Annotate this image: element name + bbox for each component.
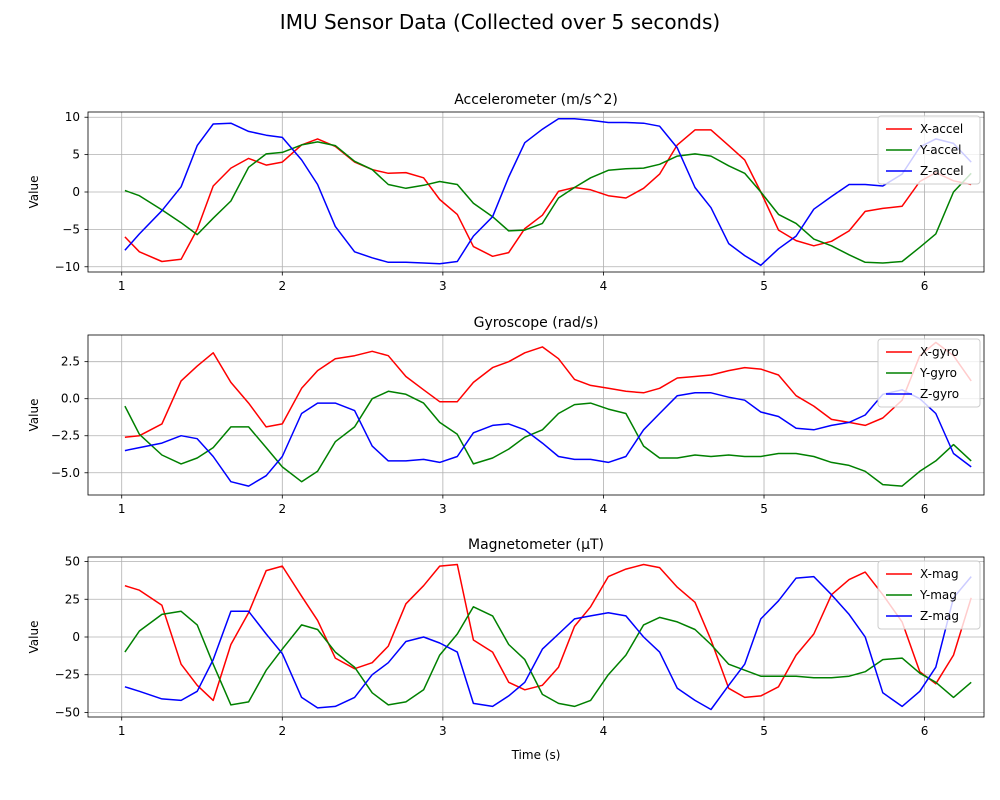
mag-legend-label-2: Z-mag [920,609,959,623]
accel-xtick-label: 4 [600,279,608,293]
gyro-xtick-label: 6 [921,502,929,516]
accel-legend-box [877,115,981,185]
gyro-ytick-label: 0.0 [61,392,80,406]
accel-xtick-label: 1 [118,279,126,293]
accel-ytick-label: −10 [55,260,80,274]
mag-series-line-1 [124,606,972,708]
accel-panel: 1 2 3 4 5 6 −10 −5 0 5 10 Accelerometer (m/s^2) Valu… [27,92,985,293]
accel-xtick-label: 2 [278,279,286,293]
mag-legend-label-1: Y-mag [919,588,957,602]
mag-xtick-label: 4 [600,724,608,738]
gyro-chart-title: Gyroscope (rad/s) [474,315,599,331]
mag-x-axis-label: Time (s) [511,748,561,762]
accel-xtick-label: 6 [921,279,929,293]
gyro-xtick-label: 4 [600,502,608,516]
mag-ytick-label: −25 [55,668,80,682]
gyro-xtick-label: 5 [760,502,768,516]
mag-xtick-label: 6 [921,724,929,738]
mag-xtick-label: 1 [118,724,126,738]
mag-legend-label-0: X-mag [920,567,959,581]
mag-ytick-label: 0 [72,630,80,644]
accel-ytick-label: 5 [72,148,80,162]
mag-ytick-label: 50 [65,555,80,569]
accel-legend-label-2: Z-accel [920,164,964,178]
mag-panel: 1 2 3 4 5 6 −50 −25 0 25 50 Magnetometer (μT) Value T… [27,537,985,762]
gyro-legend-box [877,338,981,408]
accel-ytick-label: 0 [72,185,80,199]
accel-xtick-label: 5 [760,279,768,293]
gyro-panel: 1 2 3 4 5 6 −5.0 −2.5 0.0 2.5 Gyroscope (rad/s) Val… [27,315,985,516]
gyro-legend-label-2: Z-gyro [920,387,959,401]
gyro-legend-label-0: X-gyro [920,345,959,359]
gyro-xtick-label: 3 [439,502,447,516]
accel-ytick-label: −5 [62,222,80,236]
mag-series-line-0 [124,563,972,702]
mag-y-axis-label: Value [27,621,41,654]
mag-ytick-label: 25 [65,592,80,606]
mag-xtick-label: 2 [278,724,286,738]
gyro-series-line-0 [124,341,972,438]
mag-series-line-2 [124,575,972,711]
gyro-xtick-label: 2 [278,502,286,516]
figure-title: IMU Sensor Data (Collected over 5 second… [279,10,721,34]
accel-series-line-1 [124,141,972,264]
gyro-ytick-label: 2.5 [61,355,80,369]
accel-ytick-label: 10 [65,110,80,124]
mag-ytick-label: −50 [55,705,80,719]
accel-series-line-2 [124,117,972,267]
gyro-y-axis-label: Value [27,399,41,432]
gyro-series-line-1 [124,390,972,487]
mag-legend-box [877,560,981,630]
mag-xtick-label: 5 [760,724,768,738]
gyro-xtick-label: 1 [118,502,126,516]
accel-legend-label-1: Y-accel [919,143,962,157]
gyro-series-line-2 [124,389,972,487]
gyro-ytick-label: −2.5 [51,429,80,443]
accel-y-axis-label: Value [27,176,41,209]
accel-series-line-0 [124,129,972,263]
accel-xtick-label: 3 [439,279,447,293]
gyro-legend-label-1: Y-gyro [919,366,957,380]
accel-chart-title: Accelerometer (m/s^2) [454,92,618,108]
gyro-ytick-label: −5.0 [51,466,80,480]
mag-xtick-label: 3 [439,724,447,738]
mag-chart-title: Magnetometer (μT) [468,537,604,553]
gyro-axes-frame [87,334,985,496]
accel-legend-label-0: X-accel [920,122,963,136]
